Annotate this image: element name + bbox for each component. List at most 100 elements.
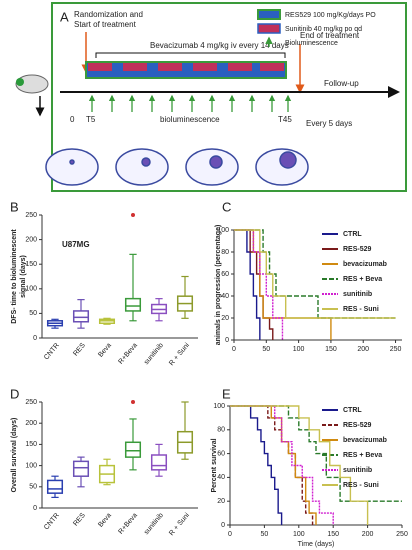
- x-tick-label: 0: [228, 531, 232, 538]
- x-tick-label: 50: [262, 346, 270, 353]
- time-label: 0: [70, 115, 75, 124]
- x-tick-label: 200: [357, 346, 369, 353]
- panel-frame: [51, 2, 407, 192]
- x-tick-label: Beva: [97, 342, 113, 359]
- y-tick-label: 0: [33, 335, 37, 342]
- box: [124, 441, 142, 458]
- legend-label: sunitinib: [343, 291, 372, 298]
- y-tick-label: 100: [25, 286, 37, 293]
- panel-a: A Randomization and Start of treatment B…: [15, 2, 407, 192]
- x-tick-label: sunitinib: [143, 512, 165, 536]
- x-axis-label: Time (days): [298, 541, 335, 548]
- x-tick-label: CNTR: [43, 342, 61, 361]
- legend-label: Bioluminescence: [285, 40, 338, 47]
- time-label: bioluminescence: [160, 115, 220, 124]
- y-tick-label: 40: [217, 474, 225, 481]
- x-tick-label: 250: [396, 531, 408, 538]
- box: [46, 479, 64, 494]
- x-tick-label: CNTR: [43, 512, 61, 531]
- beva-label: Bevacizumab 4 mg/kg iv every 14 days: [150, 41, 289, 50]
- panel-label: D: [10, 386, 19, 401]
- series-line: [230, 405, 283, 525]
- x-tick-label: 250: [390, 346, 402, 353]
- chart-title: U87MG: [62, 240, 90, 249]
- start-label: Randomization and: [74, 10, 143, 19]
- y-tick-label: 50: [29, 310, 37, 317]
- legend-label: bevacizumab: [343, 261, 387, 268]
- series-line: [234, 229, 396, 319]
- x-tick-label: R+Beva: [117, 512, 139, 536]
- series-line: [234, 229, 284, 340]
- x-tick-label: 200: [362, 531, 374, 538]
- y-tick-label: 150: [25, 261, 37, 268]
- series-line: [234, 229, 261, 340]
- x-tick-label: 150: [327, 531, 339, 538]
- series-line: [234, 229, 396, 319]
- y-tick-label: 0: [225, 337, 229, 344]
- box: [72, 310, 90, 323]
- start-label: Start of treatment: [74, 20, 137, 29]
- x-tick-label: 100: [293, 531, 305, 538]
- series-line: [230, 405, 334, 525]
- y-tick-label: 20: [217, 498, 225, 505]
- every-label: Every 5 days: [306, 119, 352, 128]
- series-line: [230, 405, 369, 525]
- box: [72, 460, 90, 477]
- follow-up-label: Follow-up: [324, 79, 359, 88]
- mouse-icon: [15, 74, 49, 117]
- y-tick-label: 100: [217, 227, 229, 234]
- y-axis-label: animals in progression (percentage): [215, 225, 222, 346]
- outlier: [131, 213, 135, 217]
- legend-label: Sunitinib 40 mg/kg po qd: [285, 26, 362, 33]
- panel-label: E: [222, 386, 231, 401]
- legend-label: RES529 100 mg/Kg/days PO: [285, 12, 376, 19]
- y-axis-label: DFS- time to bioluminescent: [11, 229, 18, 324]
- y-tick-label: 0: [33, 505, 37, 512]
- legend-swatch: [257, 23, 281, 34]
- y-tick-label: 250: [25, 399, 37, 406]
- series-line: [230, 405, 402, 502]
- treatment-blocks: [85, 61, 287, 79]
- panel-label: C: [222, 199, 231, 214]
- x-tick-label: R + Suni: [168, 512, 191, 538]
- x-tick-label: Beva: [97, 512, 113, 529]
- x-tick-label: RES: [72, 342, 87, 358]
- end-label: End of treatment: [300, 31, 360, 40]
- legend-label: RES-529: [343, 246, 372, 253]
- box: [124, 297, 142, 312]
- legend-swatch: [257, 9, 281, 20]
- y-tick-label: 100: [213, 403, 225, 410]
- x-tick-label: R + Suni: [168, 342, 191, 368]
- y-tick-label: 0: [221, 522, 225, 529]
- legend-label: bevacizumab: [343, 437, 387, 444]
- y-tick-label: 60: [221, 271, 229, 278]
- legend-label: RES-529: [343, 422, 372, 429]
- beva-bracket: [95, 52, 286, 58]
- y-tick-label: 100: [25, 462, 37, 469]
- x-tick-label: 100: [293, 346, 305, 353]
- time-label: T45: [278, 115, 292, 124]
- box: [150, 454, 168, 471]
- y-axis-label: signal (days): [20, 255, 27, 298]
- panel-label: B: [10, 199, 19, 214]
- legend-label: sunitinib: [343, 467, 372, 474]
- y-tick-label: 80: [217, 427, 225, 434]
- y-tick-label: 150: [25, 441, 37, 448]
- legend-label: RES + Beva: [343, 276, 382, 283]
- outlier: [131, 400, 135, 404]
- x-tick-label: 150: [325, 346, 337, 353]
- x-tick-label: sunitinib: [143, 342, 165, 366]
- legend-label: RES + Beva: [343, 452, 382, 459]
- y-tick-label: 20: [221, 315, 229, 322]
- y-tick-label: 200: [25, 236, 37, 243]
- y-axis-label: Percent survival: [211, 438, 218, 492]
- x-tick-label: 0: [232, 346, 236, 353]
- y-tick-label: 200: [25, 420, 37, 427]
- y-tick-label: 50: [29, 484, 37, 491]
- legend-label: RES - Suni: [343, 306, 379, 313]
- x-tick-label: R+Beva: [117, 342, 139, 366]
- legend-label: CTRL: [343, 231, 362, 238]
- y-tick-label: 60: [217, 450, 225, 457]
- x-tick-label: RES: [72, 512, 87, 528]
